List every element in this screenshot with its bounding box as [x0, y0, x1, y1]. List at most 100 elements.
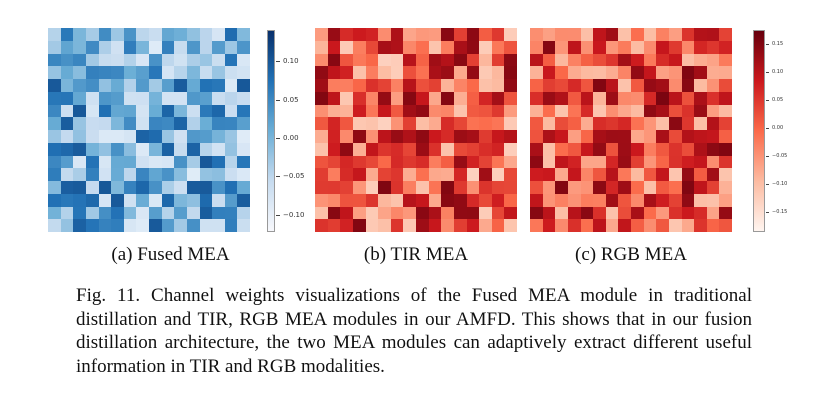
heatmap-cell: [98, 130, 112, 143]
heatmap-cell: [706, 40, 720, 54]
heatmap-cell: [479, 193, 492, 207]
heatmap-cell: [365, 53, 379, 67]
heatmap-cell: [479, 28, 492, 41]
heatmap-cell: [706, 168, 720, 181]
heatmap-cell: [186, 79, 200, 92]
heatmap-cell: [631, 40, 644, 54]
heatmap-cell: [542, 193, 556, 207]
heatmap-cell: [504, 155, 517, 169]
heatmap-cell: [466, 193, 480, 207]
heatmap-cell: [378, 155, 391, 169]
heatmap-cell: [123, 40, 137, 54]
heatmap-cell: [237, 168, 250, 181]
heatmap-cell: [352, 193, 366, 207]
heatmap-cell: [441, 104, 454, 118]
heatmap-cell: [199, 28, 213, 41]
heatmap-cell: [593, 28, 606, 41]
heatmap-cell: [327, 40, 341, 54]
heatmap-cell: [530, 104, 543, 118]
heatmap-cell: [466, 79, 480, 92]
heatmap-cell: [315, 117, 328, 130]
heatmap-cell: [123, 130, 137, 143]
colorbar-tick: 0.05: [772, 97, 784, 103]
heatmap-cell: [123, 206, 137, 220]
heatmap-cell: [378, 104, 391, 118]
heatmap-cell: [186, 117, 200, 130]
heatmap-cell: [85, 155, 99, 169]
heatmap-cell: [123, 193, 137, 207]
heatmap-cell: [237, 130, 250, 143]
heatmap-cell: [479, 91, 492, 105]
heatmap-cell: [60, 155, 74, 169]
heatmap-cell: [631, 104, 644, 118]
heatmap-cell: [441, 53, 454, 67]
heatmap-cell: [352, 219, 366, 232]
heatmap-cell: [453, 130, 467, 143]
heatmap-cell: [199, 193, 213, 207]
heatmap-cell: [643, 130, 657, 143]
heatmap-cell: [174, 206, 187, 220]
heatmap-cell: [428, 91, 442, 105]
heatmap-cell: [593, 168, 606, 181]
heatmap-cell: [199, 40, 213, 54]
heatmap-cell: [555, 155, 568, 169]
heatmap-cell: [390, 219, 404, 232]
heatmap-cell: [555, 91, 568, 105]
heatmap-cell: [656, 66, 669, 79]
heatmap-cell: [542, 91, 556, 105]
heatmap-cell: [224, 193, 238, 207]
colorbar-rgb-mea: [753, 30, 765, 232]
heatmap-cell: [327, 104, 341, 118]
heatmap-cell: [593, 193, 606, 207]
heatmap-cell: [618, 91, 631, 105]
heatmap-cell: [111, 40, 124, 54]
heatmap-cell: [542, 130, 556, 143]
heatmap-cell: [643, 40, 657, 54]
heatmap-cell: [149, 130, 162, 143]
heatmap-cell: [186, 91, 200, 105]
heatmap-cell: [85, 28, 99, 41]
heatmap-cell: [48, 155, 61, 169]
heatmap-cell: [340, 104, 353, 118]
heatmap-cell: [416, 53, 429, 67]
heatmap-cell: [390, 28, 404, 41]
heatmap-cell: [123, 53, 137, 67]
heatmap-cell: [416, 66, 429, 79]
heatmap-cell: [390, 40, 404, 54]
heatmap-cell: [504, 206, 517, 220]
heatmap-cell: [186, 193, 200, 207]
heatmap-cell: [580, 130, 594, 143]
heatmap-cell: [605, 40, 619, 54]
heatmap-cell: [706, 142, 720, 156]
heatmap-cell: [174, 28, 187, 41]
heatmap-cell: [378, 117, 391, 130]
heatmap-cell: [73, 117, 86, 130]
heatmap-cell: [466, 53, 480, 67]
heatmap-cell: [149, 193, 162, 207]
heatmap-cell: [681, 79, 695, 92]
heatmap-cell: [618, 53, 631, 67]
heatmap-cell: [618, 168, 631, 181]
colorbar-tick: 0.00: [772, 125, 784, 131]
heatmap-cell: [327, 91, 341, 105]
heatmap-cell: [85, 53, 99, 67]
heatmap-cell: [224, 181, 238, 194]
heatmap-cell: [161, 181, 175, 194]
heatmap-cell: [212, 117, 225, 130]
heatmap-cell: [453, 91, 467, 105]
heatmap-cell: [149, 40, 162, 54]
heatmap-cell: [403, 40, 416, 54]
heatmap-cell: [378, 181, 391, 194]
heatmap-cell: [85, 219, 99, 232]
heatmap-cell: [681, 155, 695, 169]
heatmap-cell: [378, 28, 391, 41]
heatmap-cell: [428, 117, 442, 130]
heatmap-cell: [555, 40, 568, 54]
heatmap-cell: [174, 104, 187, 118]
heatmap-cell: [605, 91, 619, 105]
heatmap-cell: [491, 91, 505, 105]
heatmap-cell: [212, 142, 225, 156]
heatmap-cell: [719, 79, 732, 92]
heatmap-cell: [555, 28, 568, 41]
heatmap-cell: [656, 117, 669, 130]
